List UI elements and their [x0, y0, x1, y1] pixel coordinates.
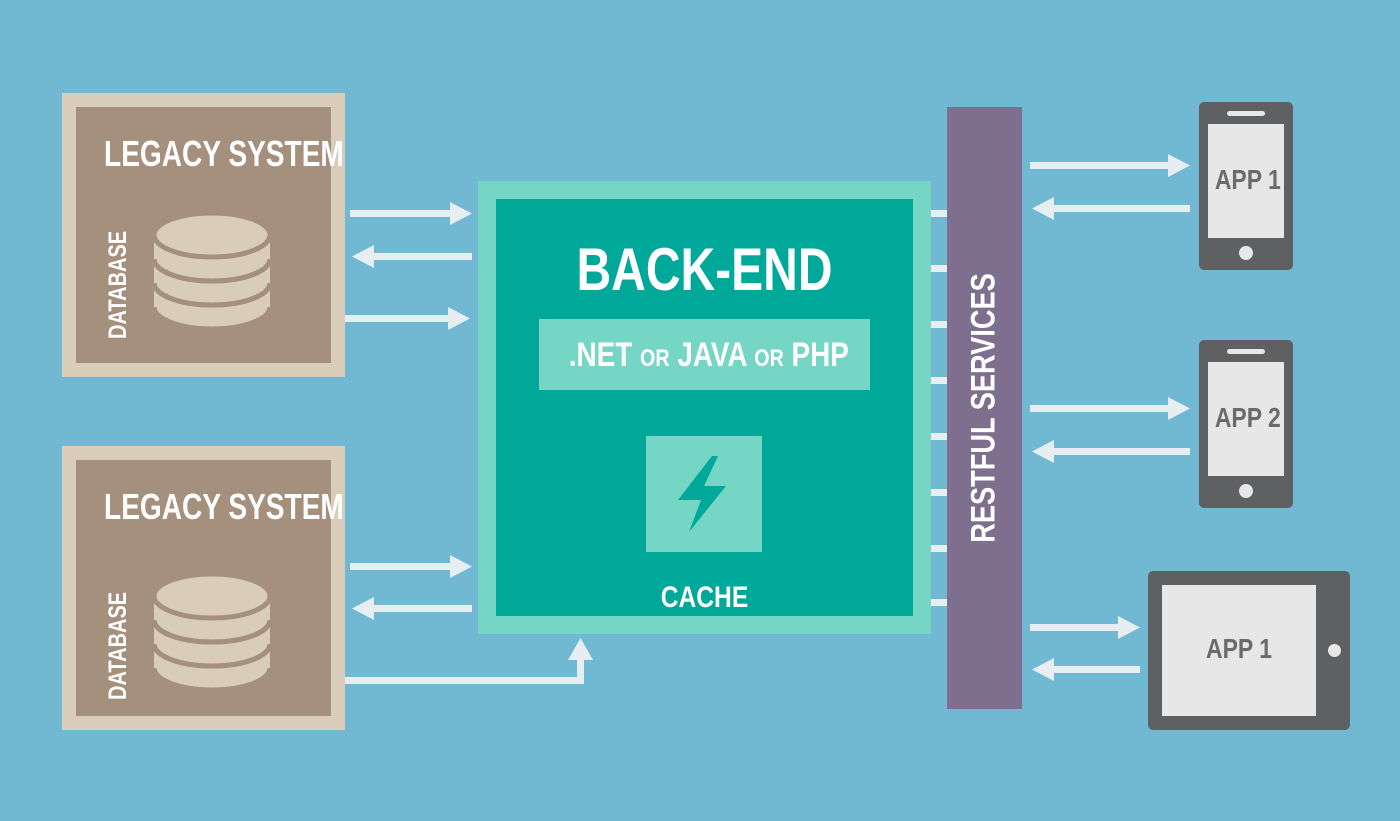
arrow-app1-to-restful — [1032, 197, 1190, 220]
database-icon — [151, 211, 273, 332]
tablet-device: APP 1 — [1148, 571, 1350, 730]
backend-restful-links — [930, 210, 948, 606]
tech-java: JAVA — [677, 336, 747, 374]
home-button — [1239, 484, 1253, 498]
tech-php: PHP — [791, 336, 849, 374]
legacy-system-box: LEGACY SYSTEM DATABASE — [62, 93, 345, 377]
backend-panel: BACK-END .NET OR JAVA OR PHP CACHE — [496, 199, 913, 616]
legacy-system-panel: LEGACY SYSTEM DATABASE — [76, 107, 344, 363]
tech-or: OR — [640, 345, 670, 372]
arrow-legacy2-to-backend — [350, 555, 472, 578]
arrow-restful-to-app1 — [1030, 154, 1190, 177]
database-label: DATABASE — [104, 230, 132, 339]
tech-or: OR — [754, 345, 784, 372]
phone-screen: APP 1 — [1208, 124, 1284, 238]
home-button — [1239, 246, 1253, 260]
arrow-restful-to-app2 — [1030, 397, 1190, 420]
legacy-system-title: LEGACY SYSTEM — [104, 486, 344, 527]
cache-label: CACHE — [660, 581, 749, 614]
arrow-tablet-to-restful — [1032, 658, 1140, 681]
cache-icon-tile — [646, 436, 762, 552]
restful-services-bar: RESTFUL SERVICES — [947, 107, 1022, 709]
app-label: APP 1 — [1214, 164, 1281, 195]
restful-services-label: RESTFUL SERVICES — [964, 273, 1003, 543]
phone-device: APP 2 — [1199, 340, 1293, 508]
speaker-slot — [1227, 111, 1265, 116]
arrow-app2-to-restful — [1032, 440, 1190, 463]
legacy-system-box: LEGACY SYSTEM DATABASE — [62, 446, 345, 730]
arrow-backend-to-legacy2 — [352, 597, 472, 620]
tech-net: .NET — [568, 336, 633, 374]
arrow-db1-to-backend — [268, 307, 470, 330]
legacy-system-title: LEGACY SYSTEM — [104, 133, 344, 174]
tablet-screen: APP 1 — [1162, 585, 1316, 716]
backend-title: BACK-END — [576, 236, 833, 303]
lightning-bolt-icon — [678, 456, 726, 532]
database-icon — [151, 572, 273, 693]
app-label: APP 2 — [1214, 402, 1281, 433]
home-button — [1328, 644, 1341, 657]
backend-box: BACK-END .NET OR JAVA OR PHP CACHE — [478, 181, 931, 634]
legacy-system-panel: LEGACY SYSTEM DATABASE — [76, 460, 344, 716]
database-label: DATABASE — [104, 591, 132, 700]
app-label: APP 1 — [1206, 633, 1272, 664]
arrow-backend-to-legacy1 — [352, 245, 472, 268]
phone-device: APP 1 — [1199, 102, 1293, 270]
arrow-legacy1-to-backend — [350, 202, 472, 225]
tech-stack-band: .NET OR JAVA OR PHP — [539, 319, 870, 390]
speaker-slot — [1227, 349, 1265, 354]
phone-screen: APP 2 — [1208, 362, 1284, 476]
tech-stack-label: .NET OR JAVA OR PHP — [568, 336, 849, 375]
arrow-db2-to-backend — [266, 638, 593, 684]
arrow-restful-to-tablet — [1030, 616, 1140, 639]
